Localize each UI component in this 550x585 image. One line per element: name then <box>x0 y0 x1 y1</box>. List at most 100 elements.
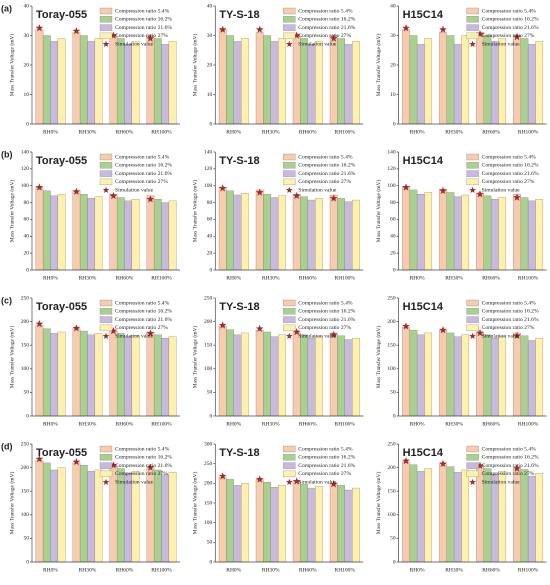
chart-title: Toray-055 <box>36 155 87 167</box>
legend-label: Simulation value <box>115 333 154 339</box>
y-axis-label: Mass Transfer Voltage (mV) <box>8 34 15 97</box>
bar <box>168 41 177 125</box>
bar <box>513 35 521 125</box>
simulation-star <box>513 32 521 41</box>
bar <box>50 333 59 417</box>
bar <box>233 334 242 417</box>
legend-swatch <box>99 462 113 469</box>
x-tick-label: RH100% <box>151 421 172 427</box>
y-tick-label: 0 <box>210 267 213 273</box>
bar <box>270 197 279 271</box>
bar <box>409 329 418 417</box>
y-tick-label: 10 <box>390 92 396 98</box>
bar <box>490 199 499 271</box>
legend-label: Simulation value <box>482 479 521 485</box>
legend-star <box>102 478 110 486</box>
bar <box>57 467 66 563</box>
bar <box>461 334 470 417</box>
simulation-star <box>513 331 521 339</box>
legend-label: Compression ratio 5.4% <box>482 154 537 160</box>
bar <box>116 197 125 271</box>
bar <box>490 41 499 125</box>
simulation-star <box>35 319 44 328</box>
legend-swatch <box>466 153 479 161</box>
bar <box>42 190 51 271</box>
y-tick-label: 80 <box>24 200 30 206</box>
bar <box>402 461 410 563</box>
bar <box>57 331 66 417</box>
simulation-star <box>402 456 410 465</box>
simulation-star <box>109 191 118 200</box>
legend-label: Compression ratio 21.6% <box>482 463 539 469</box>
legend-swatch <box>99 454 113 461</box>
y-tick-label: 80 <box>390 200 396 206</box>
legend-label: Compression ratio 5.4% <box>298 8 353 14</box>
legend-label: Simulation value <box>482 333 521 339</box>
bar <box>446 332 455 417</box>
y-tick-label: 20 <box>24 250 30 256</box>
bar <box>255 479 264 563</box>
legend-label: Compression ratio 16.2% <box>298 17 355 23</box>
bar <box>116 333 125 417</box>
bar <box>79 465 88 563</box>
y-tick-label: 0 <box>393 559 396 565</box>
bar <box>278 38 286 125</box>
bar <box>476 193 484 271</box>
x-tick-label: RH0% <box>410 275 425 281</box>
x-tick-label: RH60% <box>482 421 500 427</box>
bar <box>402 186 410 271</box>
legend-label: Simulation value <box>115 479 154 485</box>
y-tick-label: 250 <box>387 295 396 301</box>
bar <box>50 195 59 271</box>
x-tick-label: RH0% <box>226 129 241 135</box>
y-tick-label: 100 <box>21 512 30 518</box>
legend-label: Compression ratio 21.6% <box>115 317 172 323</box>
bar <box>446 192 455 271</box>
x-tick-label: RH0% <box>43 567 58 573</box>
legend-label: Compression ratio 16.2% <box>482 455 539 461</box>
bar <box>161 202 170 271</box>
chart-title: Toray-055 <box>36 9 87 21</box>
legend-label: Simulation value <box>298 41 337 47</box>
bar <box>241 332 249 417</box>
legend-star <box>469 40 476 48</box>
bar <box>263 482 271 563</box>
x-tick-label: RH60% <box>116 275 134 281</box>
bar <box>344 489 353 563</box>
simulation-star <box>292 31 301 39</box>
bar <box>402 29 410 125</box>
legend-label: Compression ratio 16.2% <box>298 163 355 169</box>
legend-swatch <box>99 24 113 31</box>
chart-title: TY-S-18 <box>219 301 259 313</box>
bar <box>307 337 316 417</box>
bar <box>527 340 536 417</box>
simulation-star <box>402 322 410 330</box>
bar <box>424 38 433 125</box>
y-tick-label: 200 <box>204 319 213 325</box>
legend-swatch <box>99 32 113 40</box>
y-tick-label: 40 <box>24 234 30 240</box>
chart-title: H15C14 <box>403 301 444 313</box>
legend-label: Compression ratio 5.4% <box>298 154 353 160</box>
simulation-star <box>439 459 447 468</box>
y-tick-label: 20 <box>390 62 396 68</box>
y-tick-label: 80 <box>207 200 213 206</box>
legend-label: Compression ratio 27% <box>115 325 168 331</box>
bar <box>218 29 227 125</box>
x-tick-label: RH60% <box>299 567 317 573</box>
bar <box>146 331 155 417</box>
x-tick-label: RH100% <box>518 275 539 281</box>
bar <box>109 193 118 271</box>
chart-title: TY-S-18 <box>219 447 259 459</box>
y-tick-label: 50 <box>390 390 396 396</box>
bar <box>35 187 44 271</box>
x-tick-label: RH0% <box>43 421 58 427</box>
bar <box>50 41 59 125</box>
y-axis-label: Mass Transfer Voltage (mV) <box>192 472 199 535</box>
bar <box>233 194 242 271</box>
simulation-star <box>513 193 521 201</box>
legend-label: Compression ratio 21.6% <box>115 171 172 177</box>
y-axis-label: Mass Transfer Voltage (mV) <box>192 34 199 97</box>
legend-swatch <box>283 32 296 40</box>
legend-label: Simulation value <box>298 333 337 339</box>
